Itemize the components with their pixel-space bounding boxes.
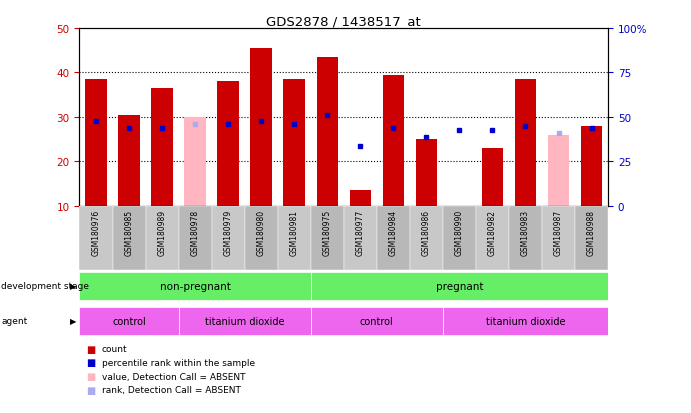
Bar: [283, 80, 305, 206]
Text: GSM180984: GSM180984: [389, 209, 398, 255]
Bar: [151, 89, 173, 206]
Text: ▶: ▶: [70, 282, 76, 290]
Bar: [350, 191, 371, 206]
Text: ■: ■: [86, 385, 95, 395]
Text: GSM180982: GSM180982: [488, 209, 497, 255]
Text: GSM180986: GSM180986: [422, 209, 431, 255]
Text: pregnant: pregnant: [435, 281, 483, 291]
Text: ■: ■: [86, 344, 95, 354]
Bar: [85, 80, 106, 206]
Text: GSM180989: GSM180989: [158, 209, 167, 255]
Bar: [311, 307, 443, 335]
Bar: [178, 307, 311, 335]
Text: control: control: [360, 316, 394, 326]
Bar: [515, 80, 536, 206]
Text: ■: ■: [86, 371, 95, 381]
Bar: [118, 116, 140, 206]
Bar: [443, 307, 608, 335]
Text: control: control: [112, 316, 146, 326]
Text: GSM180979: GSM180979: [224, 209, 233, 255]
Bar: [178, 206, 211, 271]
Bar: [278, 206, 311, 271]
Text: GSM180985: GSM180985: [124, 209, 133, 255]
Text: GSM180981: GSM180981: [290, 209, 299, 255]
Bar: [410, 206, 443, 271]
Text: GSM180987: GSM180987: [554, 209, 563, 255]
Text: GSM180983: GSM180983: [521, 209, 530, 255]
Bar: [443, 206, 476, 271]
Bar: [383, 76, 404, 206]
Text: count: count: [102, 344, 127, 354]
Text: GSM180988: GSM180988: [587, 209, 596, 255]
Text: titanium dioxide: titanium dioxide: [205, 316, 285, 326]
Bar: [581, 126, 603, 206]
Text: GSM180977: GSM180977: [356, 209, 365, 255]
Bar: [316, 58, 338, 206]
Bar: [211, 206, 245, 271]
Text: agent: agent: [1, 317, 28, 325]
Bar: [542, 206, 575, 271]
Bar: [509, 206, 542, 271]
Bar: [311, 206, 343, 271]
Text: GSM180980: GSM180980: [256, 209, 265, 255]
Bar: [184, 118, 206, 206]
Text: GSM180976: GSM180976: [91, 209, 100, 255]
Text: ▶: ▶: [70, 317, 76, 325]
Bar: [377, 206, 410, 271]
Bar: [245, 206, 278, 271]
Bar: [146, 206, 178, 271]
Bar: [482, 149, 503, 206]
Bar: [311, 272, 608, 300]
Bar: [548, 135, 569, 206]
Text: GSM180978: GSM180978: [191, 209, 200, 255]
Text: titanium dioxide: titanium dioxide: [486, 316, 565, 326]
Bar: [250, 49, 272, 206]
Bar: [415, 140, 437, 206]
Bar: [79, 206, 113, 271]
Text: GSM180975: GSM180975: [323, 209, 332, 255]
Text: development stage: development stage: [1, 282, 89, 290]
Bar: [476, 206, 509, 271]
Bar: [218, 82, 239, 206]
Text: value, Detection Call = ABSENT: value, Detection Call = ABSENT: [102, 372, 245, 381]
Bar: [344, 206, 377, 271]
Text: GSM180990: GSM180990: [455, 209, 464, 255]
Bar: [79, 307, 178, 335]
Text: ■: ■: [86, 358, 95, 368]
Title: GDS2878 / 1438517_at: GDS2878 / 1438517_at: [267, 15, 421, 28]
Text: rank, Detection Call = ABSENT: rank, Detection Call = ABSENT: [102, 385, 240, 394]
Bar: [575, 206, 608, 271]
Bar: [79, 272, 311, 300]
Text: percentile rank within the sample: percentile rank within the sample: [102, 358, 255, 367]
Bar: [113, 206, 146, 271]
Text: non-pregnant: non-pregnant: [160, 281, 231, 291]
